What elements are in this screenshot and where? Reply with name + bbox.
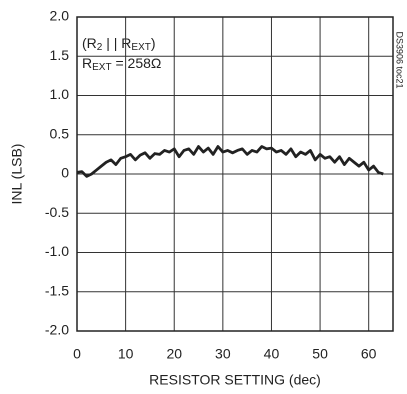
annotation-part: | | R (102, 35, 131, 51)
data-line (76, 145, 384, 178)
x-tick-label: 40 (264, 346, 280, 362)
y-tick-label: -0.5 (45, 204, 69, 220)
y-tick-label: 0 (61, 165, 69, 181)
y-axis-label: INL (LSB) (9, 144, 25, 205)
x-tick-label: 0 (73, 346, 81, 362)
plot-frame (76, 16, 394, 332)
annotation: (R2 | | REXT) (82, 35, 156, 53)
x-axis-label: RESISTOR SETTING (dec) (149, 372, 321, 388)
x-tick-label: 20 (166, 346, 182, 362)
x-tick-label: 50 (312, 346, 328, 362)
annotation-part: (R (82, 35, 97, 51)
y-tick-label: -1.5 (45, 282, 69, 298)
annotation-part: = 258Ω (112, 55, 162, 71)
annotation-part: EXT (92, 62, 111, 73)
x-tick-label: 30 (215, 346, 231, 362)
y-tick-label: 1.0 (50, 86, 70, 102)
side-note: DS3906 toc21 (395, 31, 405, 88)
annotation-part: R (82, 55, 92, 71)
y-tick-label: -1.0 (45, 243, 69, 259)
y-tick-label: 0.5 (50, 125, 70, 141)
annotation-part: EXT (131, 42, 150, 53)
y-tick-label: 2.0 (50, 8, 70, 24)
y-tick-label: -2.0 (45, 322, 69, 338)
annotation-part: ) (151, 35, 156, 51)
x-tick-label: 10 (118, 346, 134, 362)
annotation: REXT = 258Ω (82, 55, 161, 73)
annotation-part: 2 (97, 42, 103, 53)
x-tick-label: 60 (361, 346, 377, 362)
y-tick-label: 1.5 (50, 47, 70, 63)
